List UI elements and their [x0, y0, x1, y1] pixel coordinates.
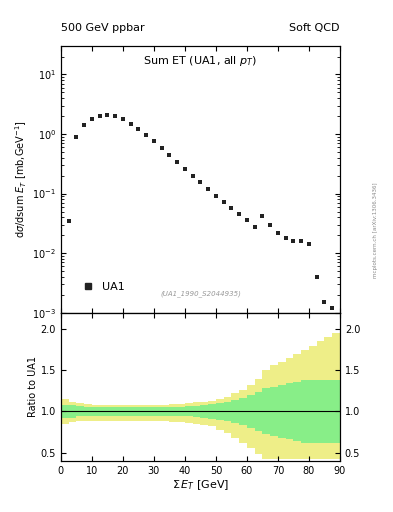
X-axis label: $\Sigma\,E_T$ [GeV]: $\Sigma\,E_T$ [GeV] — [172, 478, 229, 492]
Text: (UA1_1990_S2044935): (UA1_1990_S2044935) — [160, 290, 241, 296]
Text: Sum ET (UA1, all $p_T$): Sum ET (UA1, all $p_T$) — [143, 54, 257, 68]
Text: mcplots.cern.ch [arXiv:1306.3436]: mcplots.cern.ch [arXiv:1306.3436] — [373, 183, 378, 278]
Text: Soft QCD: Soft QCD — [290, 23, 340, 33]
Y-axis label: Ratio to UA1: Ratio to UA1 — [28, 356, 38, 417]
Text: 500 GeV ppbar: 500 GeV ppbar — [61, 23, 145, 33]
Legend: UA1: UA1 — [72, 278, 129, 296]
Y-axis label: d$\sigma$/dsum $E_T$ [mb,GeV$^{-1}$]: d$\sigma$/dsum $E_T$ [mb,GeV$^{-1}$] — [14, 120, 29, 238]
